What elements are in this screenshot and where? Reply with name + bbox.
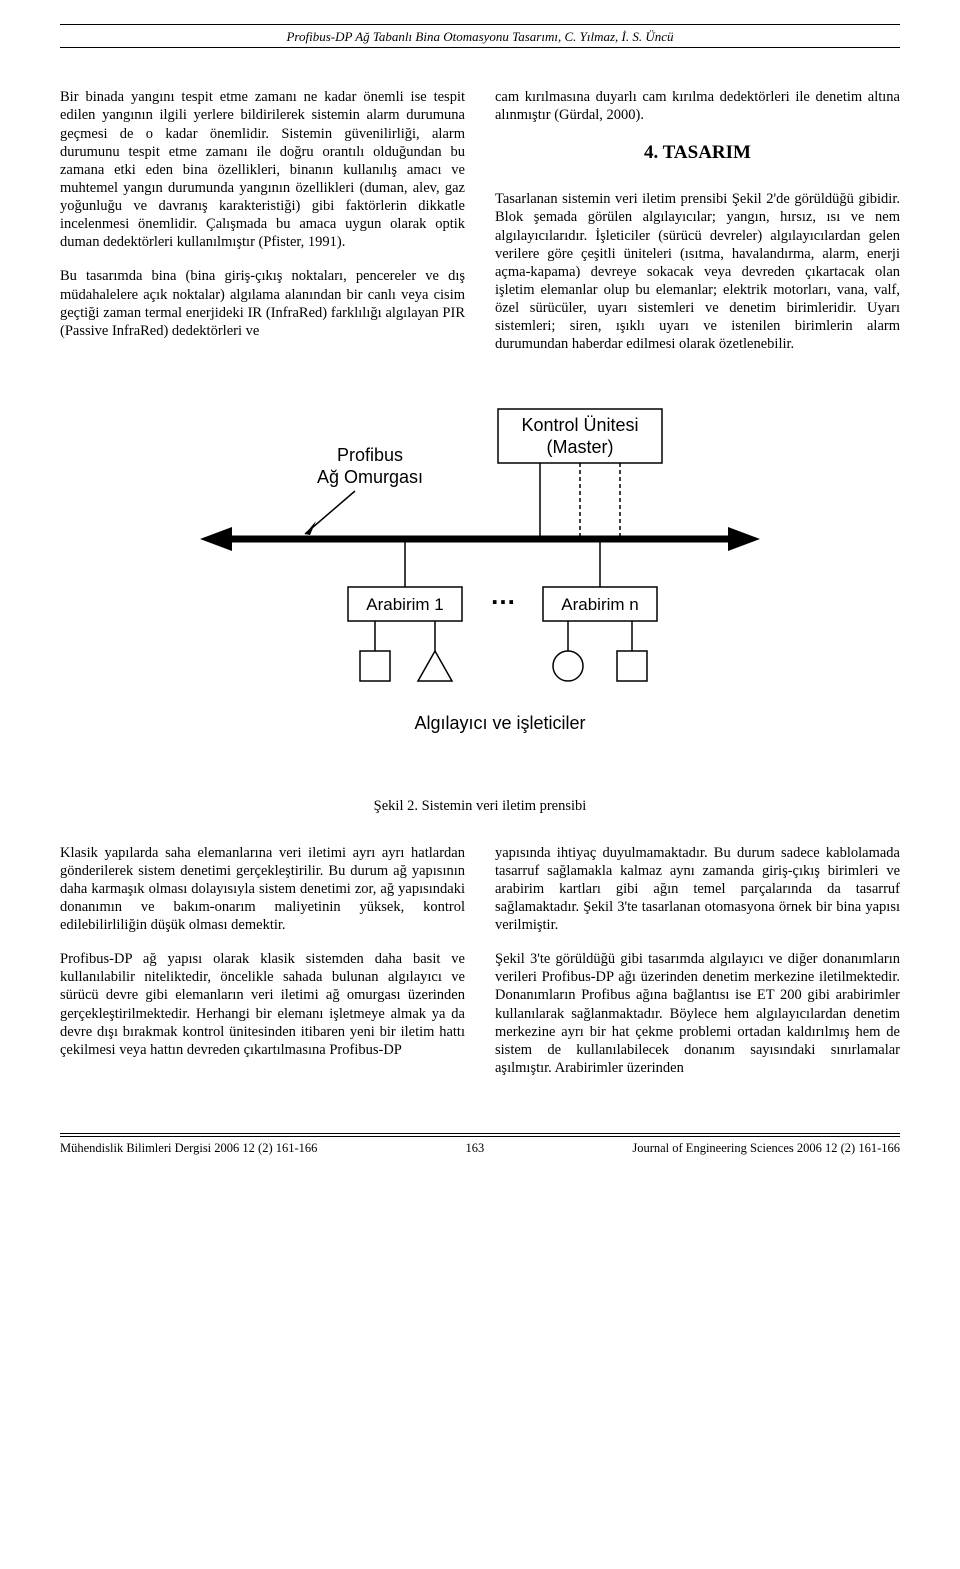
lower-right-column: yapısında ihtiyaç duyulmamaktadır. Bu du… (495, 844, 900, 1094)
footer-page-number: 163 (466, 1141, 485, 1157)
sensor-triangle-1 (418, 651, 452, 681)
paragraph: Profibus-DP ağ yapısı olarak klasik sist… (60, 950, 465, 1059)
footer-left: Mühendislik Bilimleri Dergisi 2006 12 (2… (60, 1141, 317, 1157)
paragraph: yapısında ihtiyaç duyulmamaktadır. Bu du… (495, 844, 900, 935)
profibus-label-1: Profibus (337, 445, 403, 465)
footer-rule (60, 1133, 900, 1134)
profibus-pointer-head (305, 521, 316, 535)
figure-caption: Şekil 2. Sistemin veri iletim prensibi (60, 797, 900, 815)
header-rule (60, 47, 900, 48)
bus-arrow-right (728, 527, 760, 551)
bus-arrow-left (200, 527, 232, 551)
running-header: Profibus-DP Ağ Tabanlı Bina Otomasyonu T… (60, 24, 900, 45)
paragraph: Klasik yapılarda saha elemanlarına veri … (60, 844, 465, 935)
page-footer: Mühendislik Bilimleri Dergisi 2006 12 (2… (60, 1136, 900, 1157)
master-label-2: (Master) (547, 437, 614, 457)
lower-left-column: Klasik yapılarda saha elemanlarına veri … (60, 844, 465, 1094)
paragraph: Şekil 3'te görüldüğü gibi tasarımda algı… (495, 950, 900, 1077)
footer-right: Journal of Engineering Sciences 2006 12 … (632, 1141, 900, 1157)
upper-left-column: Bir binada yangını tespit etme zamanı ne… (60, 88, 465, 369)
upper-right-column: cam kırılmasına duyarlı cam kırılma dede… (495, 88, 900, 369)
arabirim-1-label: Arabirim 1 (366, 595, 443, 614)
ellipsis-icon: … (490, 580, 516, 610)
figure-2-diagram: Kontrol Ünitesi (Master) Profibus Ağ Omu… (60, 399, 900, 779)
sensor-square-1 (360, 651, 390, 681)
paragraph: Bir binada yangını tespit etme zamanı ne… (60, 88, 465, 251)
master-label-1: Kontrol Ünitesi (521, 415, 638, 435)
diagram-svg: Kontrol Ünitesi (Master) Profibus Ağ Omu… (180, 399, 780, 779)
paragraph: Tasarlanan sistemin veri iletim prensibi… (495, 190, 900, 353)
lower-columns: Klasik yapılarda saha elemanlarına veri … (60, 844, 900, 1094)
profibus-label-2: Ağ Omurgası (317, 467, 423, 487)
paragraph: cam kırılmasına duyarlı cam kırılma dede… (495, 88, 900, 124)
section-title: 4. TASARIM (495, 141, 900, 165)
sensor-square-2 (617, 651, 647, 681)
arabirim-n-label: Arabirim n (561, 595, 638, 614)
bottom-diagram-label: Algılayıcı ve işleticiler (414, 713, 585, 733)
paragraph: Bu tasarımda bina (bina giriş-çıkış nokt… (60, 267, 465, 340)
sensor-circle (553, 651, 583, 681)
upper-columns: Bir binada yangını tespit etme zamanı ne… (60, 88, 900, 369)
